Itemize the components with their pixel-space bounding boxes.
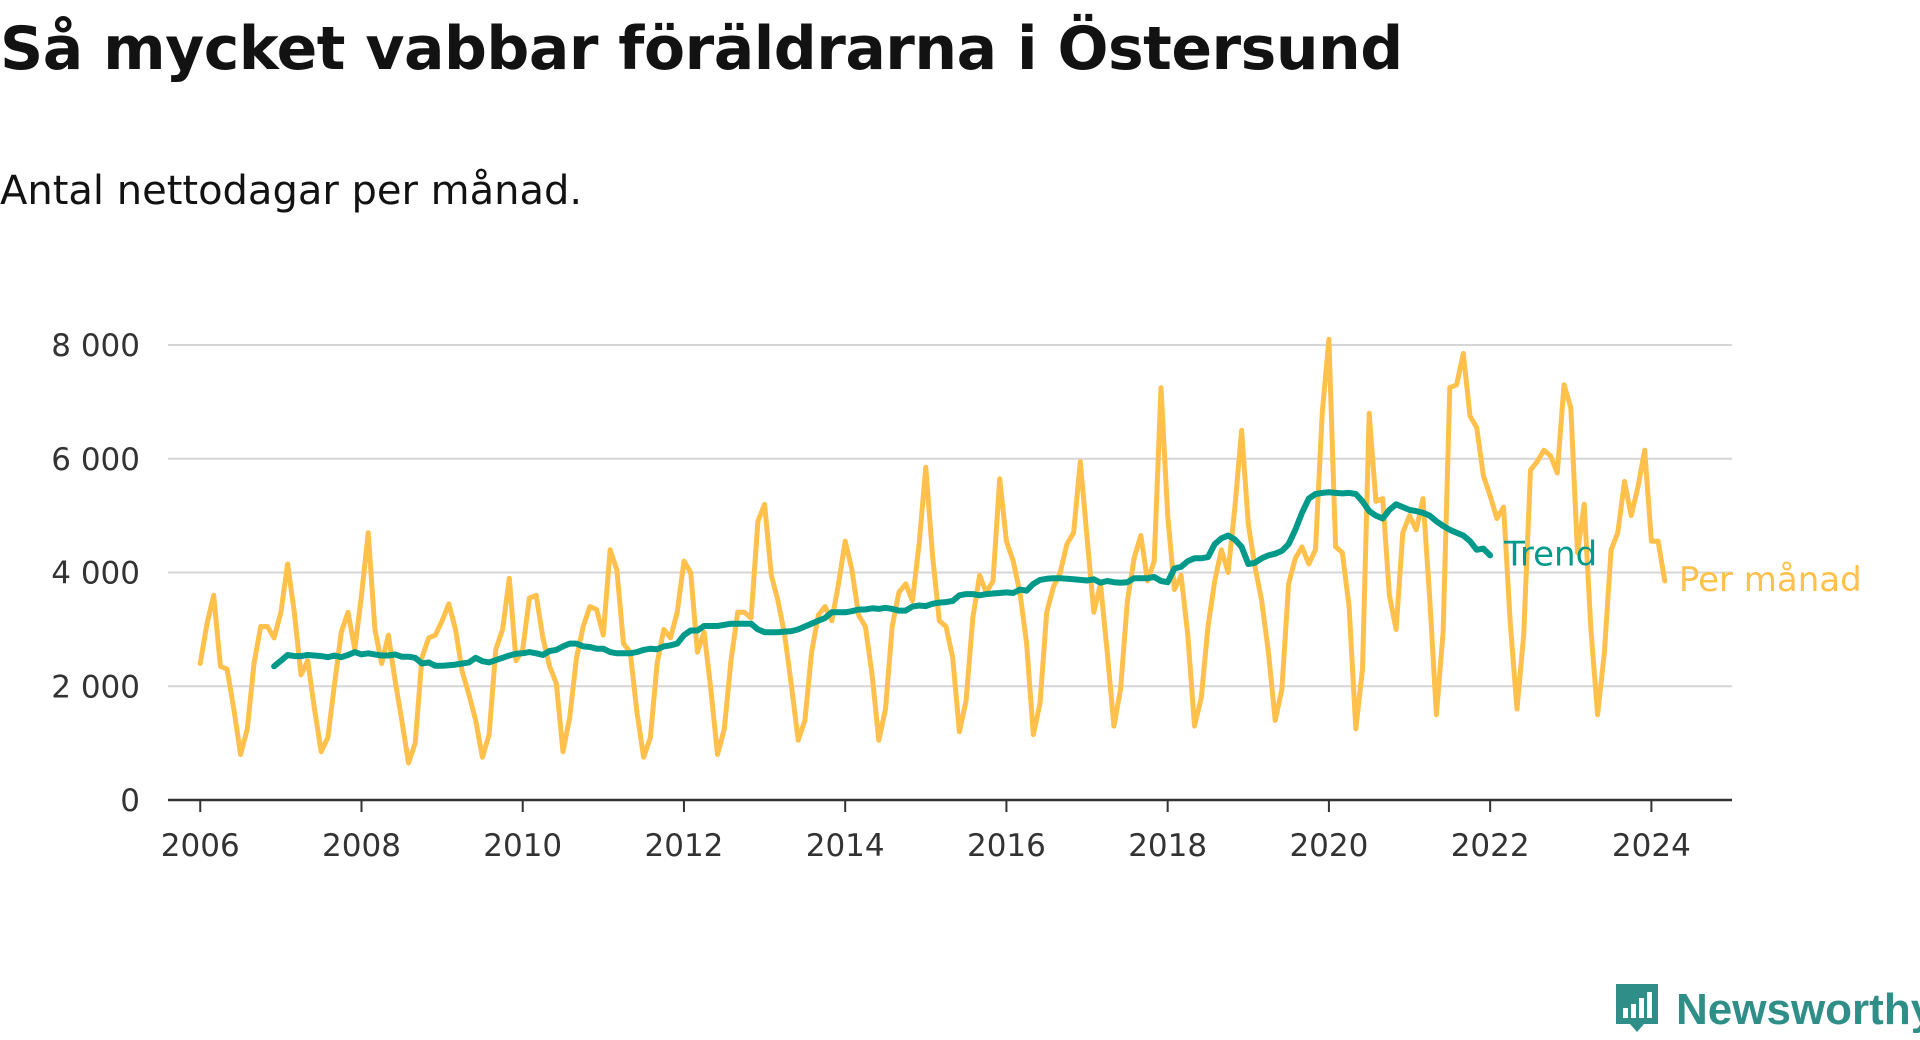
y-tick-label: 8 000 xyxy=(51,328,140,364)
newsworthy-logo-icon xyxy=(1616,984,1658,1032)
series-lines xyxy=(197,336,1668,766)
y-tick-label: 4 000 xyxy=(51,556,140,592)
monthly-line xyxy=(197,336,1668,766)
x-tick-label: 2008 xyxy=(322,828,401,864)
trend-line xyxy=(271,489,1494,670)
x-tick-label: 2010 xyxy=(483,828,562,864)
x-tick-label: 2014 xyxy=(806,828,885,864)
y-tick-label: 2 000 xyxy=(51,669,140,705)
gridlines xyxy=(168,344,1732,688)
series-end-label: Per månad xyxy=(1679,560,1862,600)
y-tick-label: 0 xyxy=(120,783,140,819)
newsworthy-logo-text: Newsworthy xyxy=(1676,985,1920,1034)
y-tick-label: 6 000 xyxy=(51,442,140,478)
x-tick-label: 2012 xyxy=(645,828,724,864)
x-tick-label: 2020 xyxy=(1289,828,1368,864)
newsworthy-brand: Newsworthy xyxy=(1612,980,1920,1040)
x-tick-label: 2006 xyxy=(161,828,240,864)
x-tick-label: 2018 xyxy=(1128,828,1207,864)
end-labels: Trend Per månad xyxy=(1503,534,1862,600)
x-tick-label: 2024 xyxy=(1612,828,1691,864)
axes: 0 2 000 4 000 6 000 8 000 2006 2008 2010 2012 201… xyxy=(51,328,1732,864)
chart-title: Så mycket vabbar föräldrarna i Östersund xyxy=(0,14,1403,84)
x-tick-label: 2022 xyxy=(1451,828,1530,864)
series-end-label: Trend xyxy=(1503,534,1597,574)
x-tick-label: 2016 xyxy=(967,828,1046,864)
chart-subtitle: Antal nettodagar per månad. xyxy=(0,168,583,214)
